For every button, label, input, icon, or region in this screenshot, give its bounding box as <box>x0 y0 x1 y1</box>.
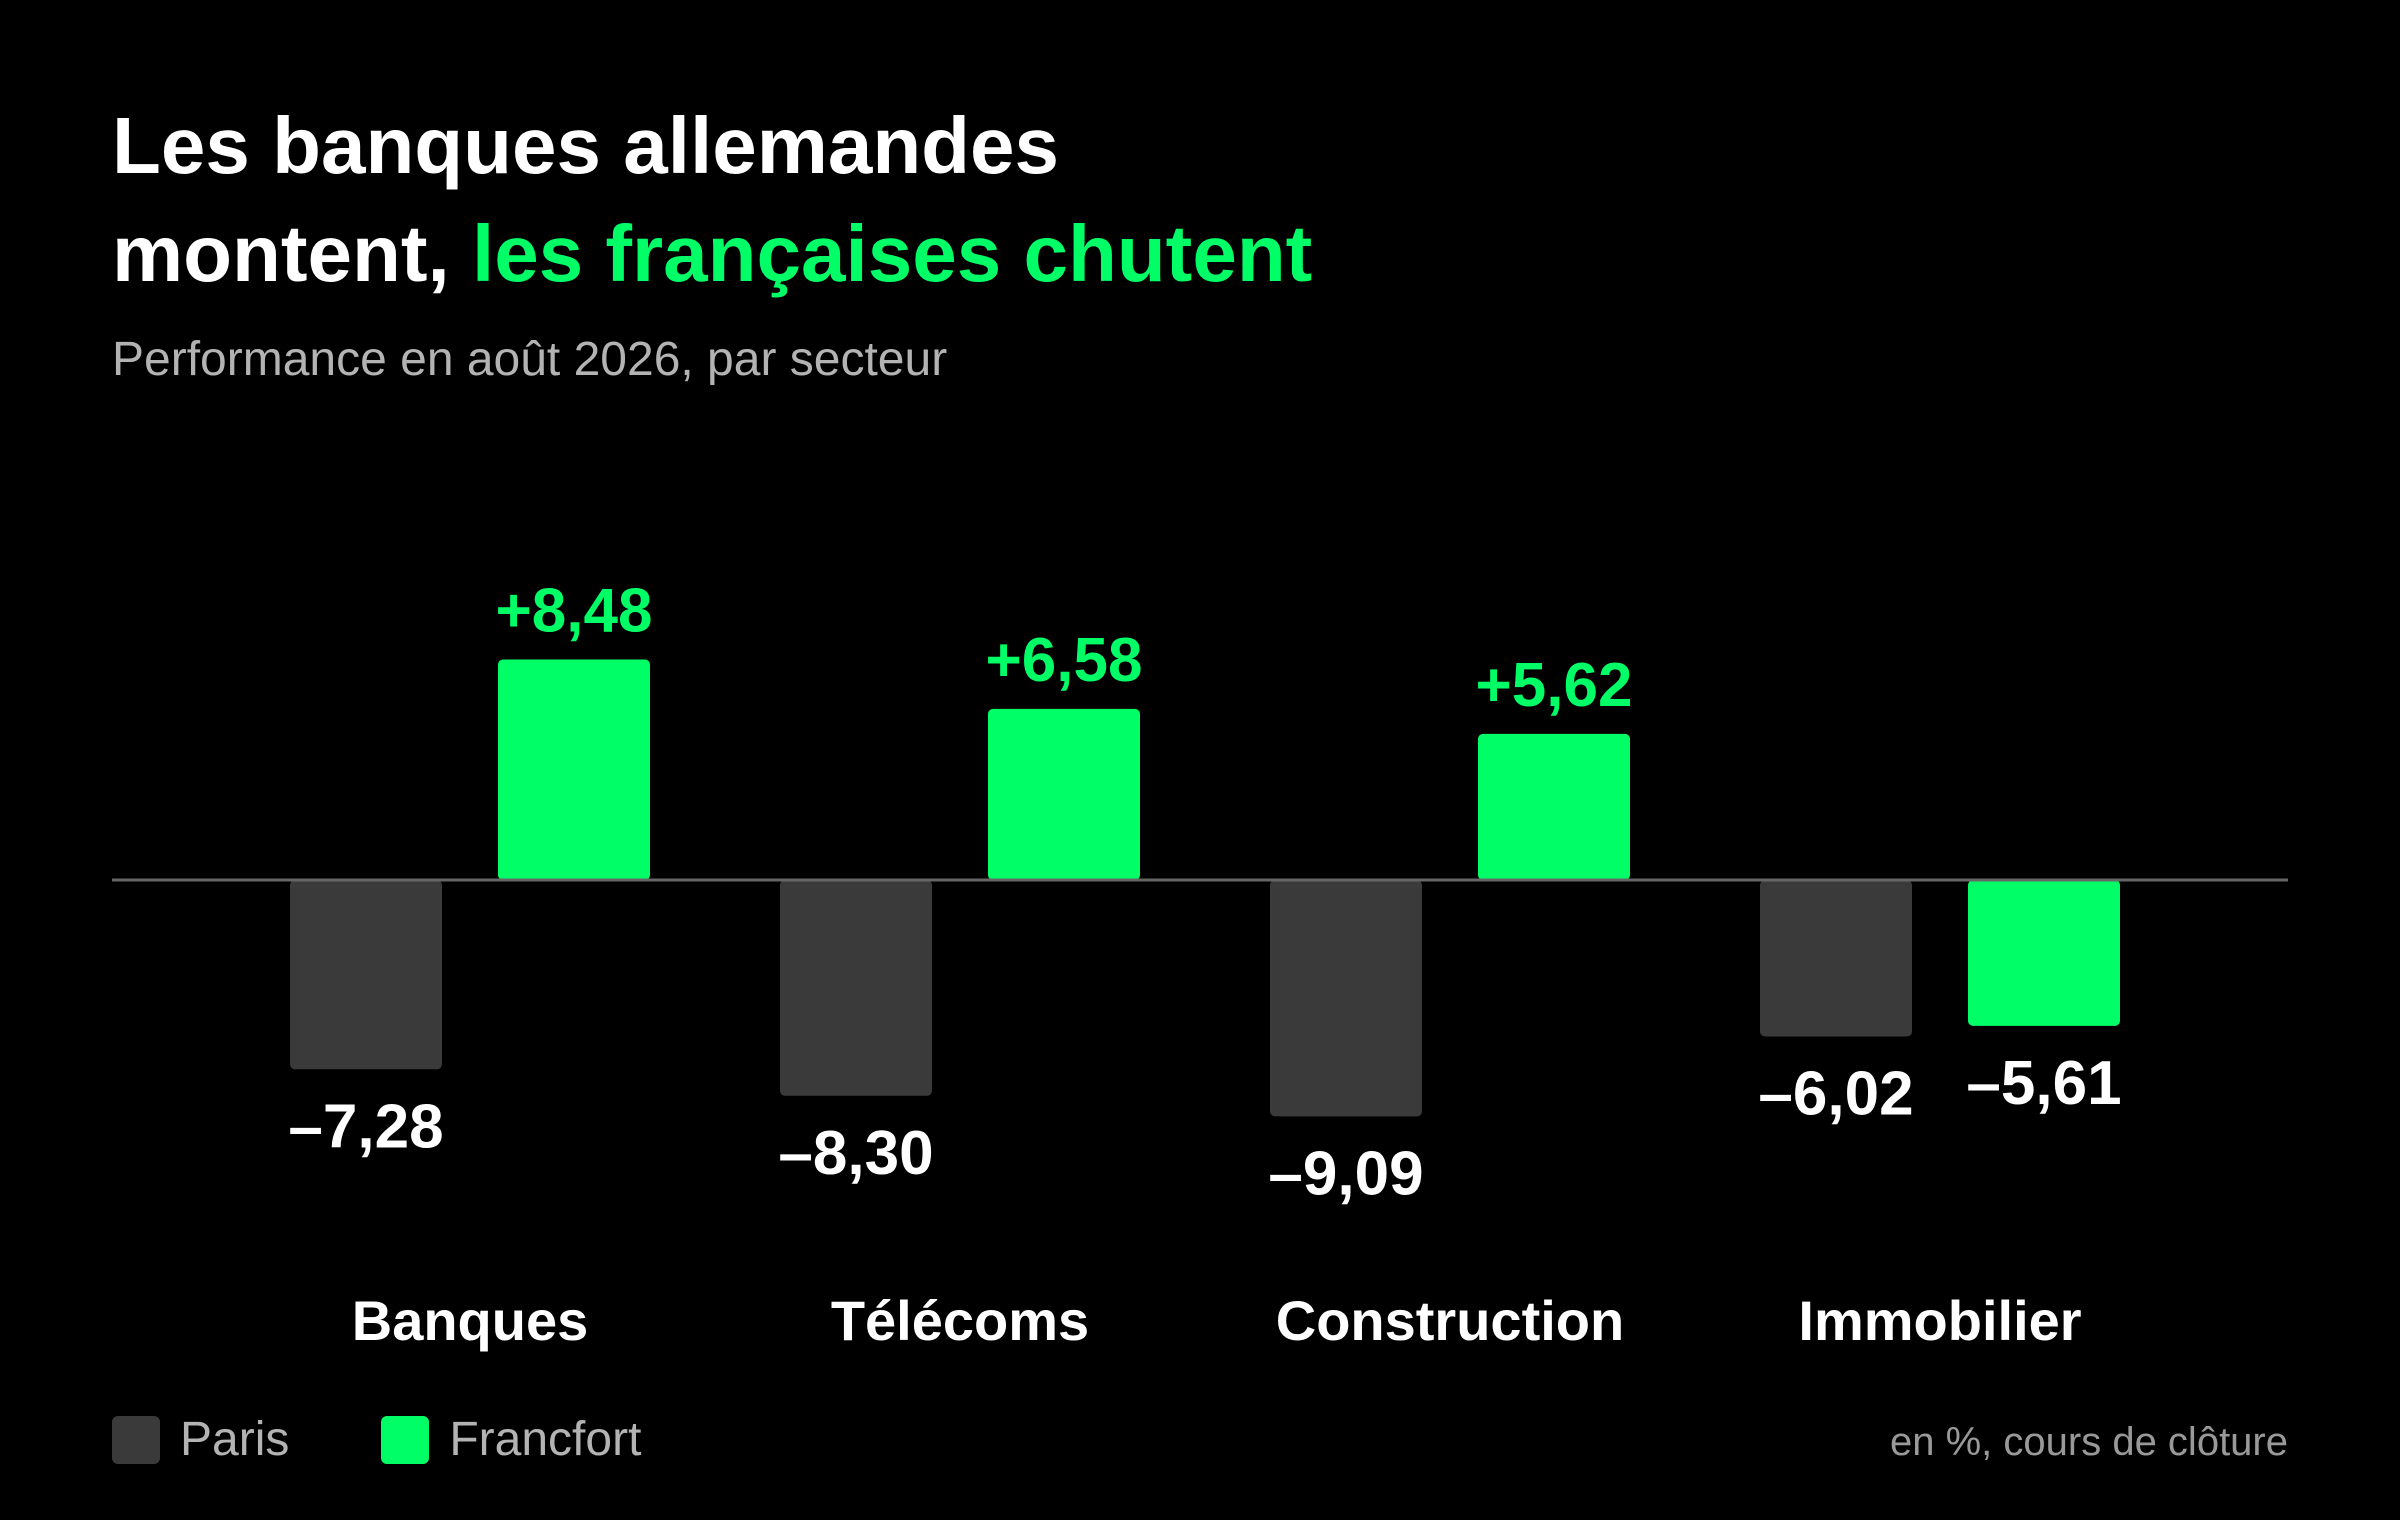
bar-francfort-telecoms <box>988 708 1140 880</box>
title-line-2-accent: les françaises chutent <box>471 209 1313 298</box>
legend-label-francfort: Francfort <box>449 1413 642 1466</box>
category-label-immobilier: Immobilier <box>1798 1289 2081 1352</box>
legend-label-paris: Paris <box>180 1413 290 1466</box>
bar-chart: –7,28 +8,48 Banques –8,30 +6,58 Télécoms –9,09… <box>112 577 2288 1352</box>
title-line-1: Les banques allemandes <box>112 101 1060 190</box>
bar-group-telecoms: –8,30 +6,58 <box>778 626 1142 1188</box>
legend-item-paris: Paris <box>112 1412 289 1468</box>
title-line-2-plain: montent, <box>112 209 472 298</box>
value-label-francfort-immobilier: –5,61 <box>1966 1049 2121 1118</box>
category-label-construction: Construction <box>1276 1289 1624 1352</box>
bar-paris-construction <box>1270 880 1422 1117</box>
bar-paris-banques <box>290 880 442 1070</box>
chart-subtitle: Performance en août 2026, par secteur <box>112 333 948 386</box>
legend: Paris Francfort <box>112 1412 733 1468</box>
category-label-telecoms: Télécoms <box>831 1289 1089 1352</box>
value-label-francfort-banques: +8,48 <box>496 577 653 646</box>
category-label-banques: Banques <box>352 1289 589 1352</box>
bar-francfort-construction <box>1478 733 1630 880</box>
value-label-francfort-telecoms: +6,58 <box>986 626 1143 695</box>
value-label-paris-banques: –7,28 <box>288 1092 443 1161</box>
bar-group-construction: –9,09 +5,62 <box>1268 651 1632 1208</box>
legend-swatch-francfort <box>381 1416 430 1464</box>
bar-paris-telecoms <box>780 880 932 1096</box>
value-label-paris-construction: –9,09 <box>1268 1139 1423 1208</box>
chart-title: Les banques allemandes montent, les fran… <box>112 92 2012 308</box>
legend-item-francfort: Francfort <box>381 1412 641 1468</box>
value-label-paris-immobilier: –6,02 <box>1758 1060 1913 1129</box>
footnote: en %, cours de clôture <box>1890 1420 2288 1464</box>
bar-group-immobilier: –6,02 –5,61 <box>1758 880 2122 1129</box>
bar-group-banques: –7,28 +8,48 <box>288 577 652 1162</box>
legend-swatch-paris <box>112 1416 160 1464</box>
bar-paris-immobilier <box>1760 880 1912 1037</box>
value-label-paris-telecoms: –8,30 <box>778 1119 933 1188</box>
bar-francfort-banques <box>498 659 650 880</box>
value-label-francfort-construction: +5,62 <box>1476 651 1633 720</box>
bar-francfort-immobilier <box>1968 880 2120 1026</box>
